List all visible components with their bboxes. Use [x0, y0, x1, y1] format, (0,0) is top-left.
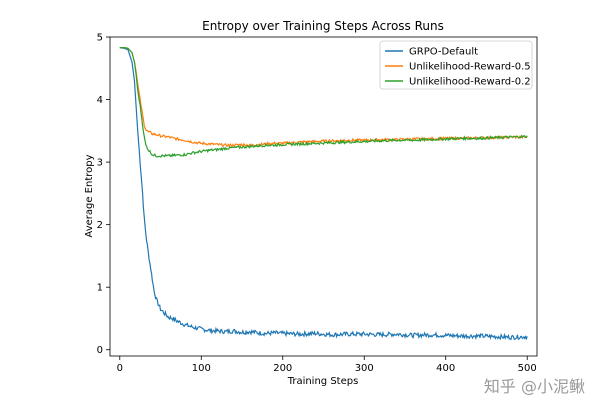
y-axis-label: Average Entropy: [84, 154, 95, 237]
chart-title: Entropy over Training Steps Across Runs: [202, 19, 444, 33]
y-tick-label: 2: [97, 220, 103, 231]
y-tick-label: 4: [97, 95, 103, 106]
x-tick-label: 200: [273, 363, 292, 374]
legend-label-3: Unlikelihood-Reward-0.2: [409, 77, 531, 88]
watermark: 知乎 @小泥鳅: [484, 377, 585, 396]
plot-frame: [109, 36, 538, 357]
x-tick-label: 100: [192, 363, 211, 374]
series-line-3: [119, 47, 528, 158]
x-tick-label: 0: [117, 363, 123, 374]
y-tick-label: 5: [97, 33, 103, 44]
x-tick-label: 400: [436, 363, 455, 374]
x-tick-label: 500: [518, 363, 537, 374]
y-tick-label: 3: [97, 158, 103, 169]
legend-box: [379, 40, 533, 90]
legend: GRPO-Default Unlikelihood-Reward-0.5 Unlik…: [379, 40, 533, 90]
y-tick-label: 0: [97, 345, 103, 356]
series-line-1: [119, 47, 528, 341]
legend-label-1: GRPO-Default: [409, 47, 478, 58]
axes: 0 100 200 300 400 500 0 1 2 3 4 5: [97, 33, 538, 374]
x-axis-label: Training Steps: [287, 376, 359, 387]
series-line-2: [119, 47, 528, 148]
y-tick-label: 1: [97, 283, 103, 294]
x-tick-label: 300: [355, 363, 374, 374]
legend-label-2: Unlikelihood-Reward-0.5: [409, 62, 531, 73]
plot-area: [119, 47, 528, 341]
